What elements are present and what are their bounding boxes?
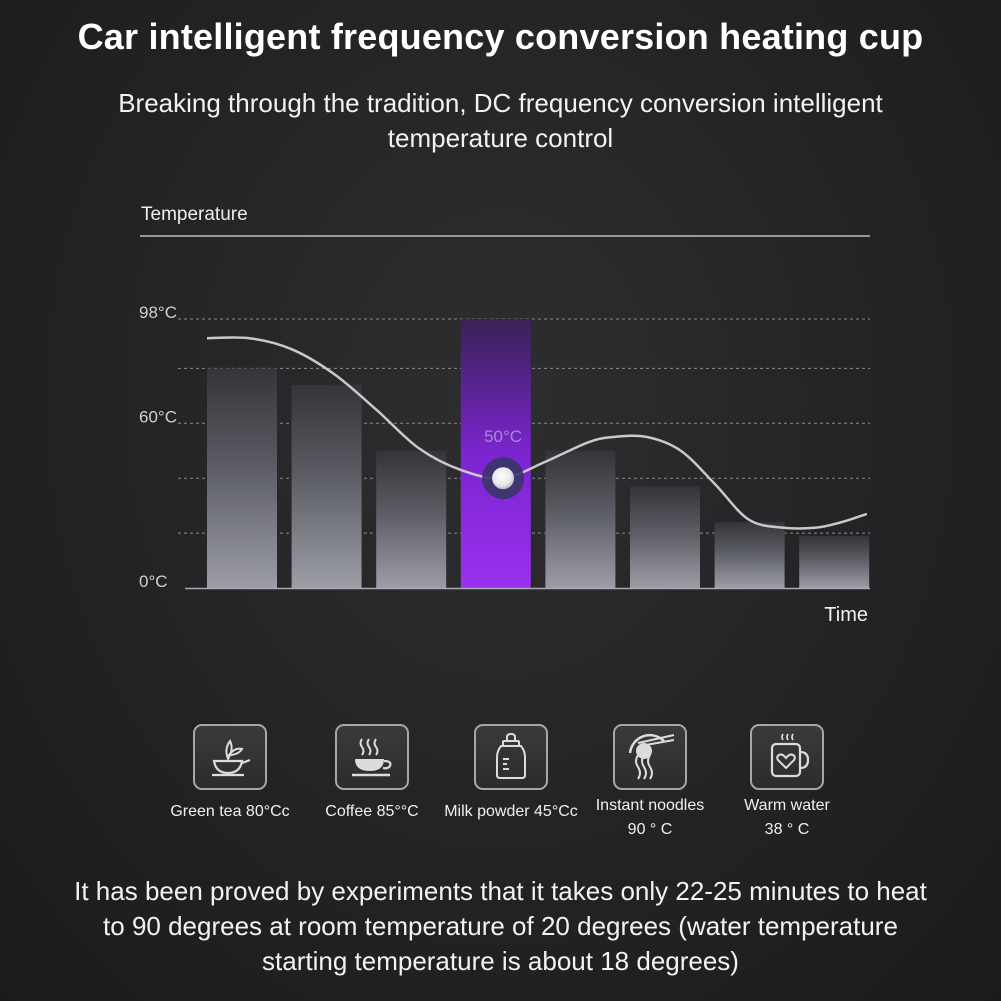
bar	[630, 486, 700, 588]
x-axis-label: Time	[824, 604, 868, 626]
bar-highlight	[460, 319, 531, 588]
bar	[545, 450, 616, 588]
bar	[799, 535, 870, 588]
bar	[376, 450, 447, 588]
y-tick-label: 60°C	[139, 407, 177, 426]
bar	[207, 368, 277, 588]
highlight-value-label: 50°C	[484, 427, 522, 446]
y-tick-label: 0°C	[139, 572, 168, 591]
bar	[714, 522, 785, 588]
y-axis-label: Temperature	[141, 204, 248, 225]
y-tick-label: 98°C	[139, 303, 177, 322]
bar	[291, 384, 362, 588]
marker-knob	[492, 467, 515, 490]
page-title: Car intelligent frequency conversion hea…	[77, 16, 924, 57]
page-subtitle: Breaking through the tradition, DC frequ…	[118, 88, 883, 153]
temperature-curve	[206, 336, 868, 530]
footer-note: It has been proved by experiments that i…	[74, 876, 927, 976]
